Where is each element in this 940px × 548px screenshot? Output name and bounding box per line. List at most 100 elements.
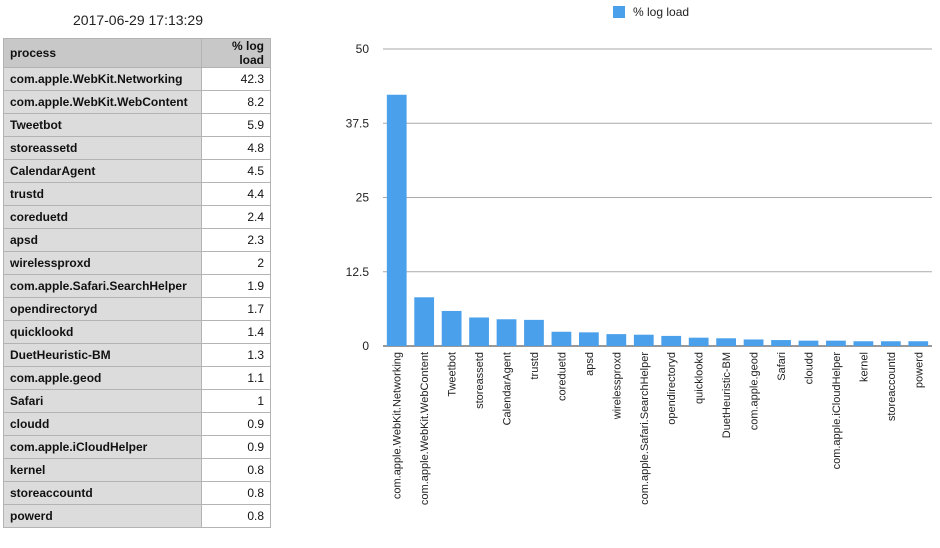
- x-tick-label: coreduetd: [556, 352, 568, 401]
- process-name-cell: cloudd: [3, 412, 202, 436]
- y-tick-label: 12.5: [346, 265, 370, 279]
- table-row: cloudd 0.9: [3, 412, 271, 436]
- x-tick-label: cloudd: [803, 352, 815, 384]
- table-row: storeassetd 4.8: [3, 136, 271, 160]
- log-load-cell: 2.4: [201, 205, 271, 229]
- log-load-cell: 4.4: [201, 182, 271, 206]
- bar: [688, 337, 709, 346]
- table-row: com.apple.iCloudHelper 0.9: [3, 435, 271, 459]
- log-load-cell: 0.8: [201, 504, 271, 528]
- y-tick-label: 0: [362, 339, 369, 353]
- x-tick-label: storeassetd: [474, 352, 486, 409]
- table-row: com.apple.WebKit.Networking 42.3: [3, 67, 271, 91]
- log-load-cell: 1.4: [201, 320, 271, 344]
- log-load-cell: 0.8: [201, 458, 271, 482]
- bar: [496, 319, 517, 346]
- log-load-cell: 1.7: [201, 297, 271, 321]
- table-row: trustd 4.4: [3, 182, 271, 206]
- process-table: process % log load com.apple.WebKit.Netw…: [3, 38, 271, 528]
- bar: [633, 334, 654, 346]
- bar: [578, 332, 599, 346]
- y-tick-label: 25: [356, 191, 370, 205]
- x-tick-label: apsd: [584, 352, 596, 376]
- table-row: wirelessproxd 2: [3, 251, 271, 275]
- log-load-cell: 4.5: [201, 159, 271, 183]
- table-row: DuetHeuristic-BM 1.3: [3, 343, 271, 367]
- bar: [908, 341, 929, 346]
- process-name-cell: quicklookd: [3, 320, 202, 344]
- table-row: Safari 1: [3, 389, 271, 413]
- table-row: powerd 0.8: [3, 504, 271, 528]
- legend-label: % log load: [633, 5, 689, 19]
- table-header-row: process % log load: [3, 38, 271, 68]
- process-name-cell: coreduetd: [3, 205, 202, 229]
- x-tick-label: wirelessproxd: [611, 352, 623, 420]
- log-load-cell: 5.9: [201, 113, 271, 137]
- table-row: coreduetd 2.4: [3, 205, 271, 229]
- process-name-cell: Tweetbot: [3, 113, 202, 137]
- x-tick-label: quicklookd: [694, 352, 706, 404]
- legend-swatch: [613, 6, 625, 18]
- log-load-cell: 1: [201, 389, 271, 413]
- bar: [798, 340, 819, 346]
- table-row: CalendarAgent 4.5: [3, 159, 271, 183]
- process-name-cell: com.apple.geod: [3, 366, 202, 390]
- x-tick-label: Safari: [776, 352, 788, 381]
- process-name-cell: com.apple.WebKit.WebContent: [3, 90, 202, 114]
- table-row: apsd 2.3: [3, 228, 271, 252]
- x-tick-label: CalendarAgent: [502, 352, 514, 425]
- bar: [880, 341, 901, 346]
- process-name-cell: DuetHeuristic-BM: [3, 343, 202, 367]
- bar: [743, 339, 764, 346]
- process-name-cell: com.apple.WebKit.Networking: [3, 67, 202, 91]
- y-tick-label: 50: [356, 42, 370, 56]
- log-load-cell: 1.3: [201, 343, 271, 367]
- table-row: opendirectoryd 1.7: [3, 297, 271, 321]
- x-tick-label: trustd: [529, 352, 541, 380]
- bar: [716, 338, 737, 346]
- log-load-cell: 42.3: [201, 67, 271, 91]
- x-tick-label: com.apple.WebKit.WebContent: [419, 352, 431, 505]
- process-name-cell: CalendarAgent: [3, 159, 202, 183]
- y-tick-label: 37.5: [346, 116, 370, 130]
- x-tick-label: com.apple.geod: [749, 352, 761, 430]
- table-row: com.apple.Safari.SearchHelper 1.9: [3, 274, 271, 298]
- process-name-cell: Safari: [3, 389, 202, 413]
- timestamp: 2017-06-29 17:13:29: [73, 12, 203, 28]
- log-load-cell: 1.1: [201, 366, 271, 390]
- log-load-cell: 4.8: [201, 136, 271, 160]
- table-row: quicklookd 1.4: [3, 320, 271, 344]
- x-tick-label: DuetHeuristic-BM: [721, 352, 733, 438]
- process-name-cell: apsd: [3, 228, 202, 252]
- table-row: com.apple.WebKit.WebContent 8.2: [3, 90, 271, 114]
- log-load-cell: 8.2: [201, 90, 271, 114]
- column-header-log-load: % log load: [201, 38, 271, 68]
- bar: [661, 335, 682, 346]
- process-name-cell: wirelessproxd: [3, 251, 202, 275]
- x-tick-label: com.apple.WebKit.Networking: [392, 352, 404, 499]
- x-tick-label: storeaccountd: [886, 352, 898, 421]
- bar: [771, 340, 791, 346]
- log-load-cell: 0.8: [201, 481, 271, 505]
- x-tick-label: Tweetbot: [447, 352, 459, 397]
- log-load-cell: 2: [201, 251, 271, 275]
- process-name-cell: com.apple.iCloudHelper: [3, 435, 202, 459]
- bar: [386, 94, 407, 346]
- x-tick-label: opendirectoryd: [666, 352, 678, 425]
- log-load-cell: 1.9: [201, 274, 271, 298]
- process-name-cell: kernel: [3, 458, 202, 482]
- bar: [853, 341, 874, 346]
- table-row: com.apple.geod 1.1: [3, 366, 271, 390]
- process-name-cell: powerd: [3, 504, 202, 528]
- process-name-cell: storeaccountd: [3, 481, 202, 505]
- bar: [469, 317, 489, 346]
- process-name-cell: opendirectoryd: [3, 297, 202, 321]
- process-name-cell: trustd: [3, 182, 202, 206]
- bar: [524, 319, 544, 346]
- bar-chart: 0 12.5 25 37.5 50 com.apple.WebKit.Networking…: [346, 5, 932, 505]
- bar: [441, 310, 462, 346]
- table-row: storeaccountd 0.8: [3, 481, 271, 505]
- process-name-cell: storeassetd: [3, 136, 202, 160]
- bar: [551, 331, 572, 346]
- x-tick-label: com.apple.iCloudHelper: [831, 352, 843, 470]
